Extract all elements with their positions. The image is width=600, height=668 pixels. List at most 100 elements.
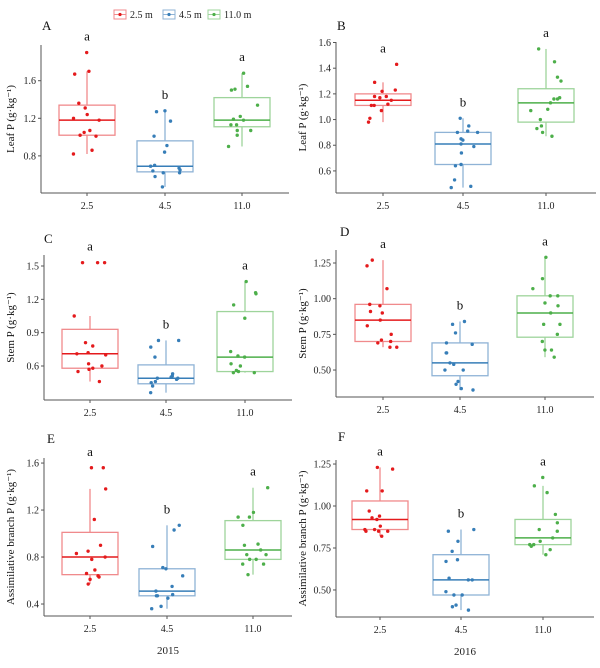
- y-tick-label: 1.6: [319, 38, 332, 49]
- box-group-2.5: a: [61, 239, 119, 384]
- data-point: [470, 342, 474, 347]
- significance-letter: b: [164, 501, 171, 516]
- y-tick-label: 1.4: [319, 64, 332, 75]
- data-point: [164, 567, 168, 571]
- y-tick-label: 0.8: [319, 141, 332, 152]
- data-point: [541, 475, 545, 480]
- significance-letter: a: [542, 233, 548, 248]
- data-point: [95, 260, 100, 265]
- data-point: [82, 130, 86, 135]
- data-point: [166, 596, 170, 600]
- data-point: [90, 557, 94, 562]
- data-point: [247, 515, 252, 519]
- data-point: [558, 322, 562, 327]
- box-group-11.0: a: [216, 258, 274, 375]
- data-point: [264, 552, 268, 557]
- significance-letter: b: [162, 87, 169, 102]
- data-point: [444, 559, 448, 564]
- data-point: [155, 594, 160, 598]
- data-point: [454, 382, 458, 386]
- data-point: [475, 130, 480, 135]
- data-point: [378, 524, 383, 528]
- data-point: [177, 523, 181, 528]
- x-tick-label: 4.5: [159, 201, 172, 212]
- x-axis-label: 2015: [157, 645, 180, 657]
- x-tick-label: 11.0: [244, 624, 261, 635]
- data-point: [148, 164, 153, 168]
- data-point: [459, 162, 463, 167]
- data-point: [456, 379, 460, 384]
- data-point: [243, 316, 247, 320]
- x-tick-label: 2.5: [81, 201, 94, 212]
- data-point: [458, 116, 462, 120]
- y-tick-label: 1.5: [27, 262, 40, 273]
- y-axis-label: Assimilative branch P (g·kg⁻¹): [5, 469, 17, 605]
- data-point: [254, 292, 258, 296]
- x-axis-label: 2016: [454, 646, 477, 658]
- data-point: [77, 101, 81, 105]
- data-point: [466, 608, 471, 612]
- box: [216, 310, 274, 373]
- data-point: [548, 294, 552, 298]
- panel-e: 0.4 0.8 1.2 1.6 2.5 4.5 11.0 E Assimilative bran…: [5, 431, 292, 657]
- y-tick-label: 0.6: [319, 166, 332, 177]
- y-tick-label: 1.2: [319, 89, 332, 100]
- data-point: [368, 116, 372, 120]
- data-point: [161, 565, 165, 570]
- panel-label: C: [44, 231, 53, 246]
- data-point: [378, 318, 382, 322]
- data-point: [236, 515, 240, 519]
- panel-label: A: [42, 18, 52, 33]
- significance-letter: b: [458, 506, 465, 521]
- data-point: [170, 584, 174, 589]
- significance-letter: a: [380, 236, 386, 251]
- x-tick-label: 2.5: [377, 201, 390, 212]
- data-point: [103, 555, 107, 559]
- box-group-4.5: b: [431, 298, 489, 392]
- data-point: [87, 367, 91, 372]
- data-point: [375, 517, 379, 522]
- panel-label: E: [47, 431, 55, 446]
- data-point: [390, 467, 395, 471]
- data-point: [177, 171, 182, 175]
- box: [432, 554, 490, 596]
- data-point: [385, 286, 389, 291]
- box-group-2.5: a: [354, 236, 412, 349]
- box: [351, 500, 409, 531]
- data-point: [93, 568, 97, 572]
- data-point: [455, 130, 460, 135]
- box: [61, 328, 119, 369]
- data-point: [375, 465, 380, 470]
- data-point: [370, 258, 374, 262]
- data-point: [231, 303, 236, 307]
- x-tick-label: 4.5: [457, 201, 470, 212]
- data-point: [163, 109, 167, 113]
- data-point: [241, 71, 246, 75]
- data-point: [470, 578, 474, 582]
- data-point: [552, 97, 556, 101]
- data-point: [544, 553, 548, 557]
- data-point: [235, 128, 239, 133]
- panel-label: F: [338, 429, 345, 444]
- data-point: [548, 311, 553, 315]
- data-point: [235, 133, 239, 137]
- y-tick-label: 1.0: [319, 115, 332, 126]
- data-point: [246, 572, 250, 577]
- data-point: [452, 178, 457, 182]
- data-point: [365, 489, 369, 493]
- data-point: [552, 60, 557, 64]
- box-group-11.0: a: [224, 464, 282, 577]
- y-tick-label: 1.00: [314, 294, 332, 305]
- panel-d: 0.50 0.75 1.00 1.25 2.5 4.5 11.0 D Stem P (g·kg⁻…: [297, 224, 594, 416]
- x-tick-label: 2.5: [377, 405, 390, 416]
- y-tick-label: 1.2: [24, 114, 37, 125]
- data-point: [455, 558, 460, 562]
- data-point: [389, 332, 393, 337]
- data-point: [90, 148, 94, 152]
- significance-letter: a: [540, 453, 546, 468]
- significance-letter: b: [457, 298, 464, 313]
- data-point: [103, 487, 108, 491]
- y-tick-label: 0.75: [314, 543, 332, 554]
- data-point: [460, 593, 464, 597]
